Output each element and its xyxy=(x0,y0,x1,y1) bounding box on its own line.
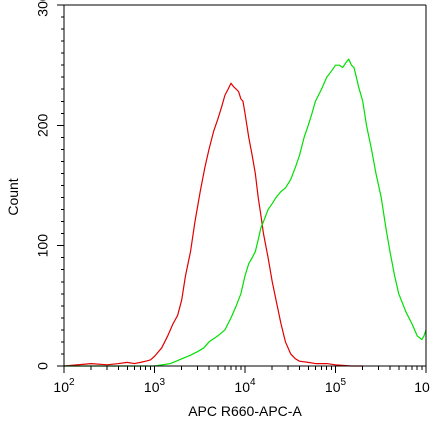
x-tick-label: 104 xyxy=(234,377,256,395)
series-group xyxy=(63,58,427,367)
x-tick-label: 102 xyxy=(53,377,75,395)
y-tick-label: 300 xyxy=(35,0,51,17)
series-line-1 xyxy=(63,82,363,367)
x-ticks xyxy=(63,366,427,373)
y-axis-label: Count xyxy=(5,178,21,215)
x-tick-label: 105 xyxy=(325,377,347,395)
x-axis-label: APC R660-APC-A xyxy=(188,403,302,419)
y-tick-label: 200 xyxy=(35,113,51,137)
x-tick-label: 10 xyxy=(414,379,430,395)
series-line-2 xyxy=(64,58,427,367)
y-tick-label: 0 xyxy=(35,362,51,370)
x-tick-labels: 102 103 104 105 10 xyxy=(53,377,430,395)
y-tick-label: 100 xyxy=(35,234,51,258)
y-ticks xyxy=(57,4,64,367)
x-tick-label: 103 xyxy=(144,377,166,395)
y-tick-labels: 0 100 200 300 xyxy=(35,0,51,370)
